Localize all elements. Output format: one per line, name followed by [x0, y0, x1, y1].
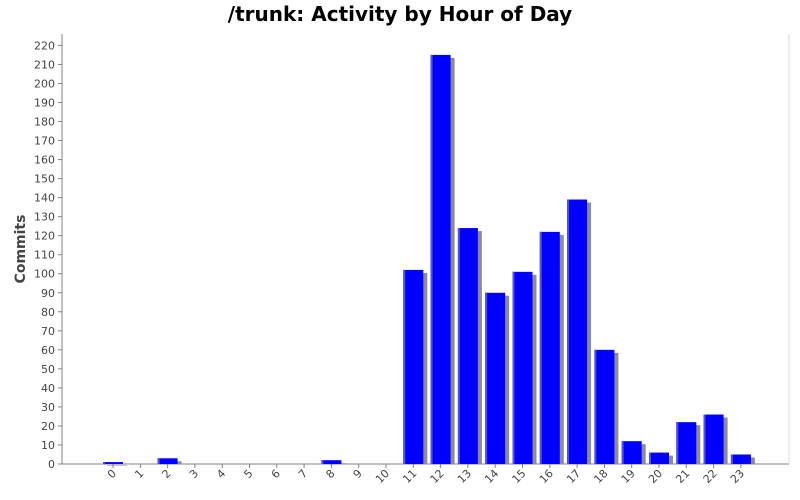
y-tick-label: 10	[41, 439, 55, 452]
bar-highlight	[594, 349, 597, 464]
y-tick-label: 180	[34, 116, 55, 129]
y-tick-label: 190	[34, 96, 55, 109]
bar-hour-21	[676, 422, 697, 464]
x-tick-label: 5	[241, 467, 255, 481]
bar-highlight	[703, 414, 706, 464]
y-tick-label: 140	[34, 192, 55, 205]
bar-shadow	[107, 465, 127, 466]
y-axis-label-group: Commits	[13, 215, 29, 284]
x-tick-label: 17	[564, 467, 583, 486]
y-ticks: 0 10 20 30 40 50 60 70 80 90 100 110 120 130 140 150 160…	[34, 39, 62, 471]
y-axis-label: Commits	[13, 215, 29, 284]
bar-hour-20	[649, 452, 669, 464]
bar-highlight	[676, 422, 679, 464]
x-tick-label: 1	[132, 467, 146, 481]
x-tick-label: 8	[323, 467, 337, 481]
bar-hour-14	[485, 292, 506, 464]
x-tick-label: 10	[373, 467, 392, 486]
y-tick-label: 210	[34, 58, 55, 71]
bar-highlight	[567, 199, 570, 464]
bar-highlight	[430, 54, 433, 465]
x-tick-label: 23	[728, 467, 747, 486]
x-tick-label: 19	[619, 467, 638, 486]
x-tick-label: 9	[351, 467, 365, 481]
bar-hour-8	[321, 460, 342, 464]
x-tick-label: 4	[214, 467, 228, 481]
y-tick-label: 0	[48, 458, 55, 471]
x-tick-label: 3	[187, 467, 201, 481]
y-tick-label: 160	[34, 154, 55, 167]
y-tick-label: 90	[41, 287, 55, 300]
y-tick-label: 80	[41, 306, 55, 319]
x-ticks: 0 1 2 3 4 5 6 7 8 9 10 11 12 13 14 15 16 17 18 19 20 21 22 23	[105, 464, 747, 486]
chart-title: /trunk: Activity by Hour of Day	[227, 2, 573, 26]
x-tick-label: 7	[296, 467, 310, 481]
bar-hour-13	[457, 228, 478, 464]
bar-highlight	[621, 441, 624, 464]
bar-hour-15	[512, 271, 533, 464]
x-tick-label: 12	[428, 467, 447, 486]
y-tick-label: 170	[34, 135, 55, 148]
x-tick-label: 2	[160, 467, 174, 481]
bar-highlight	[730, 454, 733, 464]
y-tick-label: 120	[34, 230, 55, 243]
x-tick-label: 6	[269, 467, 283, 481]
bars	[103, 54, 751, 465]
bar-highlight	[103, 462, 105, 464]
y-tick-label: 110	[34, 249, 55, 262]
bar-hour-17	[567, 199, 588, 464]
x-tick-label: 0	[105, 467, 119, 481]
bar-hour-0	[103, 462, 123, 464]
bar-hour-11	[403, 269, 424, 464]
bar-highlight	[512, 271, 515, 464]
bar-hour-22	[703, 414, 724, 464]
y-tick-label: 130	[34, 211, 55, 224]
y-tick-label: 20	[41, 420, 55, 433]
bar-hour-23	[730, 454, 751, 464]
bar-hour-2	[157, 458, 178, 464]
bar-highlight	[457, 228, 460, 464]
y-tick-label: 220	[34, 39, 55, 52]
y-tick-label: 60	[41, 344, 55, 357]
y-tick-label: 30	[41, 401, 55, 414]
bar-highlight	[539, 231, 542, 464]
x-tick-label: 16	[537, 467, 556, 486]
x-tick-label: 11	[400, 467, 419, 486]
y-tick-label: 50	[41, 363, 55, 376]
bar-hour-18	[594, 349, 615, 464]
bar-highlight	[649, 452, 651, 464]
x-tick-label: 22	[701, 467, 720, 486]
bar-highlight	[403, 269, 406, 464]
bar-highlight	[321, 460, 324, 464]
x-tick-label: 15	[510, 467, 529, 486]
y-tick-label: 40	[41, 382, 55, 395]
bar-highlight	[157, 458, 160, 464]
bar-hour-16	[539, 231, 560, 464]
x-tick-label: 13	[455, 467, 474, 486]
bar-hour-12	[430, 54, 451, 465]
bar-hour-19	[621, 441, 642, 464]
y-tick-label: 70	[41, 325, 55, 338]
y-tick-label: 100	[34, 268, 55, 281]
x-tick-label: 18	[591, 467, 610, 486]
x-tick-label: 20	[646, 467, 665, 486]
bar-highlight	[485, 292, 488, 464]
y-tick-label: 150	[34, 173, 55, 186]
x-tick-label: 21	[673, 467, 692, 486]
x-tick-label: 14	[482, 467, 501, 486]
y-tick-label: 200	[34, 77, 55, 90]
